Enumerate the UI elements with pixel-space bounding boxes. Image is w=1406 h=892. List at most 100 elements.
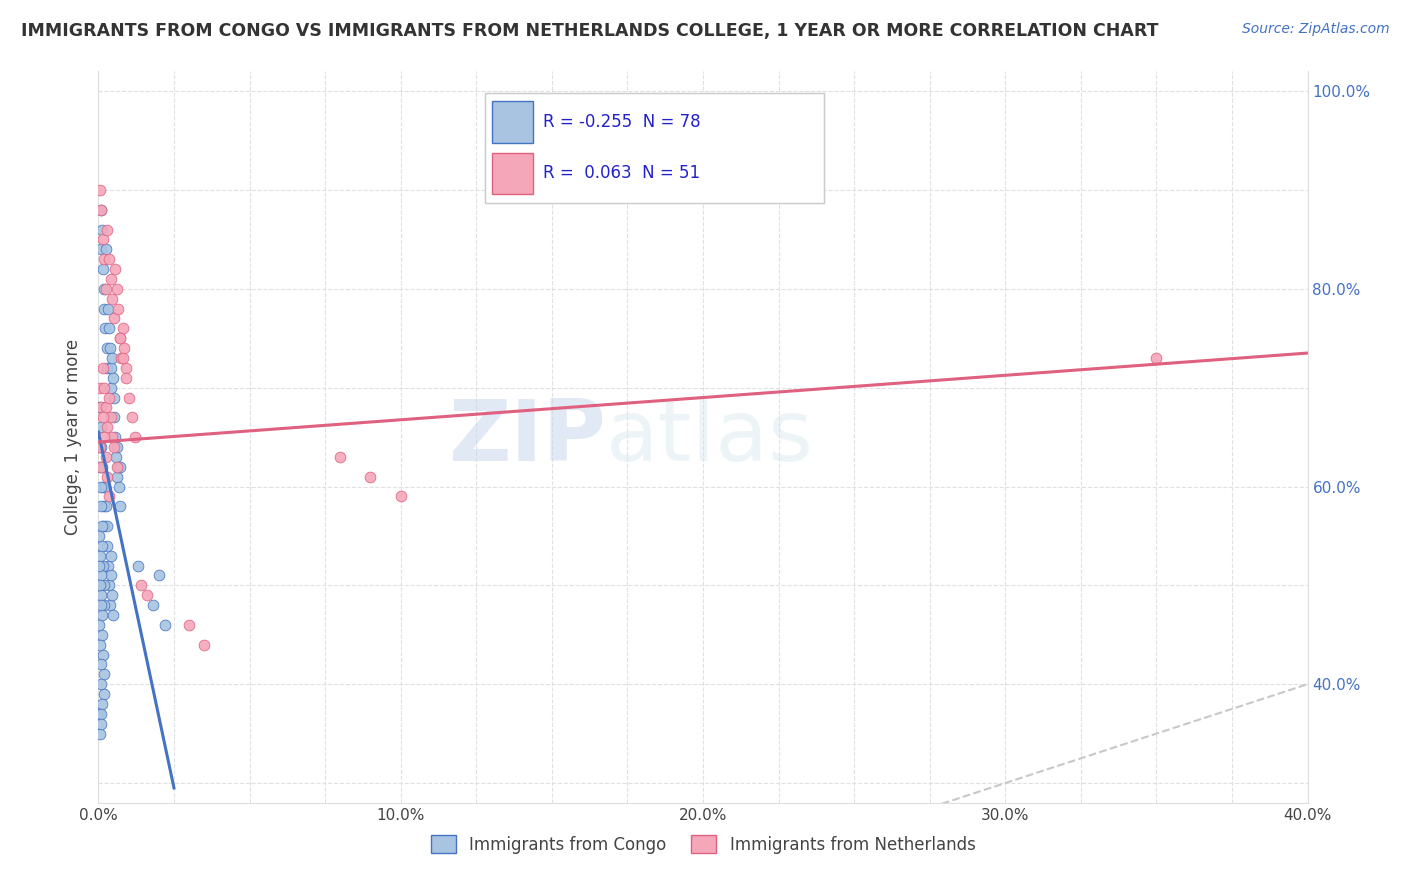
Point [89,529,111,543]
Point [91,360,114,375]
Point [90,568,112,582]
Point [91,539,114,553]
Point [127,558,149,573]
Point [90,519,112,533]
Point [111,321,134,335]
Point [89,440,111,454]
Point [360,469,382,483]
Point [93,282,115,296]
Point [104,262,127,277]
Point [90,598,112,612]
Point [94,450,117,464]
Point [98,598,121,612]
Point [94,479,117,493]
Point [91,410,114,425]
Point [103,311,125,326]
Point [100,549,122,563]
Point [91,459,114,474]
Point [93,500,115,514]
Point [101,292,124,306]
Point [97,558,120,573]
Text: Source: ZipAtlas.com: Source: ZipAtlas.com [1241,22,1389,37]
Point [112,341,135,355]
Point [91,222,114,236]
Point [114,371,136,385]
Point [118,391,141,405]
Point [93,301,115,316]
Point [108,331,131,345]
Point [90,716,112,731]
Point [98,321,121,335]
Point [108,459,131,474]
Point [389,489,412,503]
Point [107,301,129,316]
Point [93,252,115,267]
Legend: Immigrants from Congo, Immigrants from Netherlands: Immigrants from Congo, Immigrants from N… [425,829,981,860]
Point [540,173,562,187]
Point [98,578,121,592]
Point [121,410,143,425]
Point [89,726,111,740]
Point [114,360,136,375]
Point [89,401,111,415]
Point [98,391,121,405]
Point [100,568,122,582]
Point [179,618,201,632]
Point [110,351,132,365]
Point [90,202,112,217]
Point [90,420,112,434]
Point [89,638,111,652]
Text: ZIP: ZIP [449,395,606,479]
Point [142,598,165,612]
Point [153,618,176,632]
Point [96,360,118,375]
Point [91,479,114,493]
Point [1144,351,1167,365]
Point [103,440,125,454]
Point [89,618,111,632]
Point [91,628,114,642]
Point [91,232,114,246]
Point [90,401,112,415]
Point [94,321,117,335]
Point [89,381,111,395]
Point [135,588,157,602]
Point [89,183,111,197]
Point [90,440,112,454]
Point [90,697,112,711]
Text: IMMIGRANTS FROM CONGO VS IMMIGRANTS FROM NETHERLANDS COLLEGE, 1 YEAR OR MORE COR: IMMIGRANTS FROM CONGO VS IMMIGRANTS FROM… [21,22,1159,40]
Point [100,272,122,286]
Point [129,578,152,592]
Point [90,500,112,514]
Point [101,371,124,385]
Point [97,301,120,316]
Point [98,489,121,503]
Point [124,430,146,444]
Point [89,578,111,592]
Point [94,282,117,296]
Point [98,252,121,267]
Point [105,282,128,296]
Point [93,687,115,701]
Point [96,519,118,533]
Y-axis label: College, 1 year or more: College, 1 year or more [65,339,83,535]
Point [90,202,112,217]
Point [89,706,111,721]
Point [93,381,115,395]
Point [89,549,111,563]
Point [91,648,114,662]
Point [111,351,134,365]
Point [93,430,115,444]
Point [90,459,112,474]
Point [100,381,122,395]
Point [94,500,117,514]
Point [101,607,124,622]
Point [96,469,118,483]
Point [96,420,118,434]
Point [148,568,170,582]
Point [94,401,117,415]
Point [108,479,131,493]
Point [96,539,118,553]
Point [96,222,118,236]
Point [100,360,122,375]
